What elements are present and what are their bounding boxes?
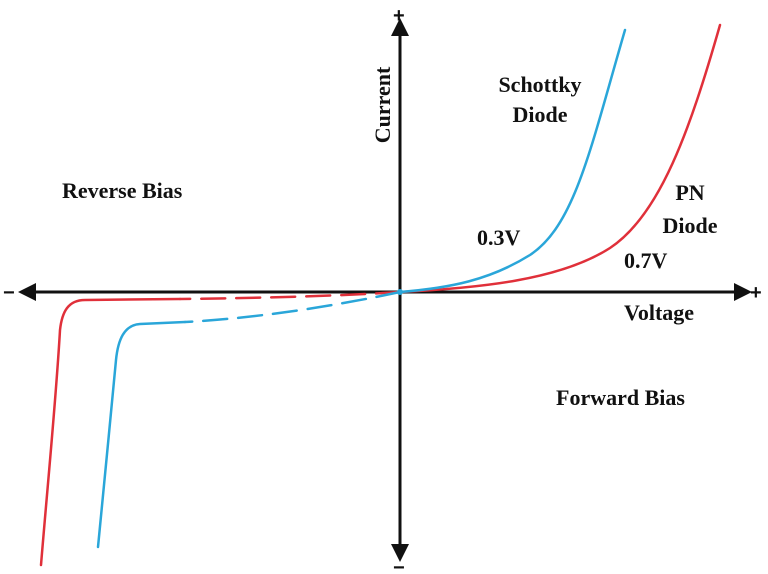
y-axis-bottom-arrowhead xyxy=(391,544,409,562)
pn-reverse-leakage-solid xyxy=(39,297,182,567)
y-axis-label: Current xyxy=(370,66,395,143)
schottky-forward-branch xyxy=(398,28,627,294)
schottky-name-line1: Schottky xyxy=(498,72,581,97)
schottky-diode-curve xyxy=(96,28,627,549)
pn-reverse-leakage-dashed xyxy=(178,290,402,301)
x-axis-label: Voltage xyxy=(624,300,694,325)
reverse-bias-label: Reverse Bias xyxy=(62,178,183,203)
schottky-reverse-leakage-dashed xyxy=(183,290,402,324)
x-plus-sign: + xyxy=(750,282,762,304)
schottky-name-line2: Diode xyxy=(513,102,568,127)
pn-name-line2: Diode xyxy=(663,213,718,238)
pn-forward-branch xyxy=(398,23,722,294)
x-minus-sign: − xyxy=(3,282,15,304)
y-plus-sign: + xyxy=(393,5,405,27)
schottky-reverse-leakage-solid xyxy=(96,320,187,549)
schottky-threshold-label: 0.3V xyxy=(477,225,521,250)
y-minus-sign: − xyxy=(393,557,405,574)
x-axis-left-arrowhead xyxy=(18,283,36,301)
y-axis-top-arrowhead xyxy=(391,18,409,36)
x-axis-right-arrowhead xyxy=(734,283,752,301)
origin-point xyxy=(397,289,403,295)
pn-name-line1: PN xyxy=(675,180,704,205)
pn-diode-curve xyxy=(39,23,722,567)
pn-threshold-label: 0.7V xyxy=(624,248,668,273)
forward-bias-label: Forward Bias xyxy=(556,385,685,410)
